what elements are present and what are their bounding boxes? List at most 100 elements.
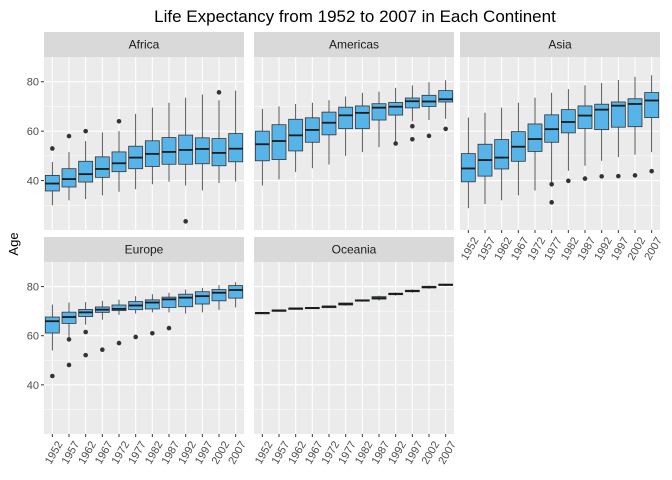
box-oceania-2002: [421, 285, 437, 289]
box-oceania-1992: [388, 292, 404, 296]
box-body: [228, 285, 244, 299]
box-body: [44, 316, 60, 334]
strip-asia: [460, 32, 660, 57]
outlier-point: [100, 347, 105, 353]
box-africa-1987: [161, 102, 177, 182]
y-tick-label: 80: [27, 282, 39, 294]
box-asia-1957: [477, 112, 493, 205]
outlier-point: [616, 173, 621, 179]
outlier-point: [632, 173, 638, 178]
box-body: [161, 137, 177, 165]
plot-area-oceania: [254, 262, 454, 434]
strip-europe: [44, 237, 244, 262]
box-africa-1997: [194, 94, 210, 191]
panel-asia: Asia195219571962196719721977198219871992…: [459, 32, 665, 263]
outlier-point: [410, 123, 415, 129]
box-asia-1952: [460, 117, 476, 209]
outlier-point: [150, 330, 155, 336]
outlier-point: [116, 340, 122, 346]
y-tick-label: 60: [27, 331, 39, 343]
strip-label-africa: Africa: [129, 38, 160, 52]
x-tick-label: 2007: [226, 439, 249, 466]
box-europe-1957: [61, 302, 77, 368]
box-body: [161, 296, 177, 308]
box-americas-1967: [304, 102, 320, 169]
box-body: [78, 160, 94, 183]
panel-oceania: Oceania195219571962196719721977198219871…: [253, 237, 459, 467]
box-body: [354, 105, 370, 130]
box-oceania-1957: [271, 309, 287, 312]
box-body: [111, 304, 127, 312]
outlier-point: [582, 176, 588, 181]
box-body: [144, 299, 160, 310]
box-body: [194, 137, 210, 165]
plot-area-asia: [460, 57, 660, 230]
box-europe-1987: [161, 292, 177, 331]
plot-area-americas: [254, 57, 454, 230]
box-body: [271, 124, 287, 160]
box-oceania-1962: [288, 307, 304, 310]
box-americas-1987: [371, 91, 387, 148]
box-europe-1992: [178, 289, 194, 314]
box-oceania-1977: [338, 302, 354, 306]
box-europe-1952: [44, 304, 60, 379]
outlier-point: [83, 352, 88, 358]
strip-label-americas: Americas: [329, 38, 379, 52]
box-europe-1977: [128, 296, 144, 340]
box-americas-1982: [354, 92, 370, 153]
box-body: [610, 101, 626, 128]
box-europe-2007: [228, 282, 244, 308]
outlier-point: [50, 146, 55, 151]
y-axis-label: Age: [6, 232, 21, 255]
outlier-point: [599, 174, 604, 179]
box-body: [388, 102, 404, 116]
box-body: [594, 103, 610, 131]
outlier-point: [50, 373, 55, 379]
box-europe-1962: [78, 302, 94, 358]
box-oceania-1982: [354, 299, 370, 302]
box-africa-1957: [61, 133, 77, 201]
box-americas-1957: [271, 106, 287, 180]
outlier-point: [549, 181, 554, 187]
box-asia-1992: [594, 82, 610, 179]
box-asia-1997: [610, 79, 626, 179]
box-body: [577, 105, 593, 129]
box-asia-1972: [527, 97, 543, 191]
box-americas-1962: [288, 103, 304, 172]
box-body: [228, 133, 244, 163]
box-body: [178, 293, 194, 308]
box-oceania-1967: [304, 307, 320, 310]
outlier-point: [183, 219, 188, 224]
box-africa-1967: [94, 132, 110, 196]
outlier-point: [649, 168, 654, 174]
box-africa-1992: [178, 97, 194, 224]
outlier-point: [393, 141, 398, 146]
box-body: [254, 130, 270, 162]
box-africa-1982: [144, 107, 160, 185]
box-europe-2002: [211, 285, 227, 310]
chart-title: Life Expectancy from 1952 to 2007 in Eac…: [154, 7, 556, 26]
box-body: [438, 90, 454, 103]
outlier-point: [66, 133, 72, 139]
y-tick-label: 40: [27, 176, 39, 188]
box-africa-2007: [228, 90, 244, 182]
box-americas-1997: [404, 85, 420, 142]
outlier-point: [116, 118, 122, 124]
box-americas-2007: [438, 80, 454, 132]
strip-africa: [44, 32, 244, 57]
strip-americas: [254, 32, 454, 57]
box-body: [111, 151, 127, 173]
panel-europe: Europe4060801952195719621967197219771982…: [27, 237, 249, 467]
outlier-point: [133, 334, 138, 340]
outlier-point: [66, 337, 72, 342]
box-asia-1977: [544, 92, 560, 205]
box-africa-1972: [111, 118, 127, 192]
box-europe-1967: [94, 300, 110, 353]
panel-africa: Africa 40 60 80: [27, 32, 244, 230]
box-oceania-1997: [404, 289, 420, 293]
x-tick-label: 2007: [642, 235, 665, 262]
outlier-point: [83, 128, 88, 134]
outlier-point: [566, 178, 571, 184]
